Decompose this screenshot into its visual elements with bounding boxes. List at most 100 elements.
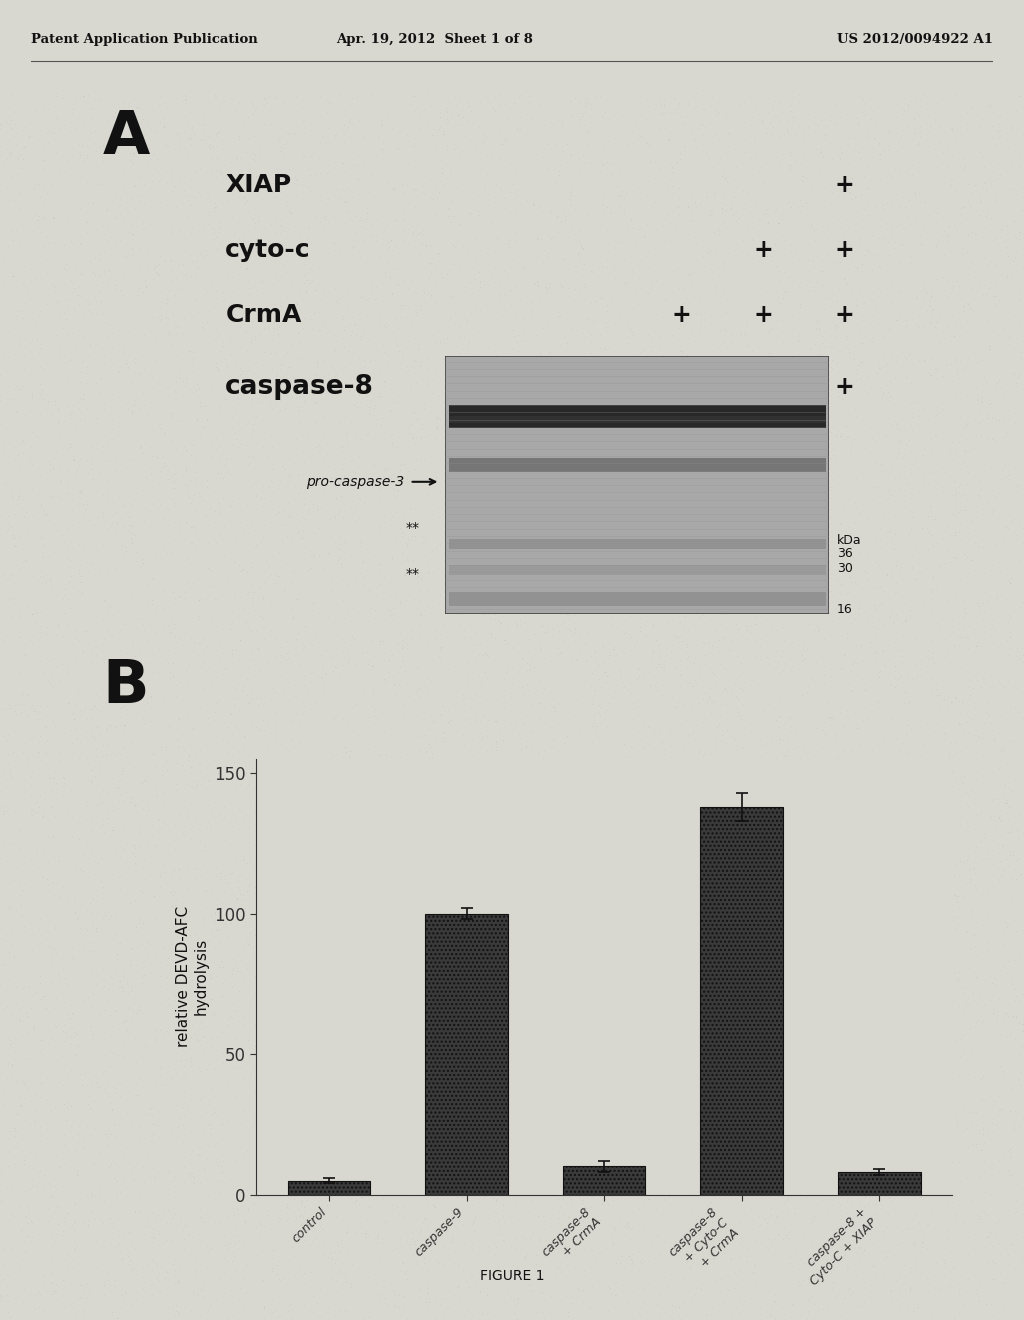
- Point: [462, 1263, 478, 1284]
- Point: [33, 1030, 49, 1051]
- Point: [547, 465, 563, 486]
- Point: [975, 177, 991, 198]
- Point: [984, 407, 1000, 428]
- Point: [943, 117, 959, 139]
- Point: [994, 1272, 1011, 1294]
- Point: [489, 847, 506, 869]
- Point: [293, 347, 309, 368]
- Point: [978, 933, 994, 954]
- Point: [752, 525, 768, 546]
- Point: [473, 909, 489, 931]
- Point: [686, 974, 702, 995]
- Point: [622, 968, 638, 989]
- Point: [579, 869, 595, 890]
- Point: [389, 635, 406, 656]
- Point: [243, 92, 259, 114]
- Point: [164, 932, 180, 953]
- Point: [612, 665, 629, 686]
- Point: [374, 351, 390, 372]
- Point: [928, 673, 944, 694]
- Point: [864, 1255, 881, 1276]
- Point: [980, 1119, 996, 1140]
- Point: [868, 690, 885, 711]
- Point: [228, 1049, 245, 1071]
- Point: [612, 186, 629, 207]
- Point: [435, 363, 452, 384]
- Point: [27, 257, 43, 279]
- Point: [768, 747, 784, 768]
- Point: [783, 503, 800, 524]
- Point: [374, 644, 390, 665]
- Point: [413, 855, 429, 876]
- Point: [669, 195, 685, 216]
- Point: [1, 96, 17, 117]
- Point: [195, 1123, 211, 1144]
- Point: [466, 525, 482, 546]
- Point: [866, 998, 883, 1019]
- Point: [772, 517, 788, 539]
- Point: [458, 313, 474, 334]
- Point: [351, 348, 368, 370]
- Point: [615, 463, 632, 484]
- Point: [687, 1170, 703, 1191]
- Point: [822, 279, 839, 300]
- Point: [375, 139, 391, 160]
- Point: [171, 672, 187, 693]
- Point: [666, 908, 682, 929]
- Point: [407, 351, 423, 372]
- Point: [730, 414, 746, 436]
- Point: [526, 623, 543, 644]
- Point: [854, 190, 870, 211]
- Point: [116, 816, 132, 837]
- Point: [787, 125, 804, 147]
- Point: [728, 1102, 744, 1123]
- Point: [232, 660, 249, 681]
- Point: [594, 381, 610, 403]
- Point: [758, 1251, 774, 1272]
- Point: [548, 1115, 564, 1137]
- Point: [373, 139, 389, 160]
- Point: [865, 816, 882, 837]
- Point: [1007, 1111, 1023, 1133]
- Point: [94, 648, 111, 669]
- Point: [651, 119, 668, 140]
- Point: [893, 516, 909, 537]
- Point: [278, 277, 294, 298]
- Point: [399, 232, 416, 253]
- Point: [908, 521, 925, 543]
- Point: [364, 805, 380, 826]
- Point: [264, 956, 281, 977]
- Point: [554, 115, 570, 136]
- Point: [656, 850, 673, 871]
- Point: [136, 1224, 153, 1245]
- Point: [155, 688, 171, 709]
- Point: [589, 345, 605, 366]
- Point: [918, 351, 934, 372]
- Point: [412, 923, 428, 944]
- Point: [612, 771, 629, 792]
- Point: [275, 145, 292, 166]
- Point: [288, 628, 304, 649]
- Point: [158, 1261, 174, 1282]
- Point: [252, 272, 268, 293]
- Point: [842, 1122, 858, 1143]
- Point: [762, 1199, 778, 1220]
- Point: [834, 663, 850, 684]
- Point: [88, 219, 104, 240]
- Text: +: +: [671, 304, 691, 327]
- Point: [570, 508, 587, 529]
- Point: [964, 279, 980, 300]
- Point: [111, 791, 127, 812]
- Point: [642, 341, 658, 362]
- Point: [8, 401, 25, 422]
- Point: [97, 607, 114, 628]
- Point: [191, 632, 208, 653]
- Point: [843, 1152, 859, 1173]
- Point: [303, 907, 319, 928]
- Point: [4, 524, 20, 545]
- Point: [558, 755, 574, 776]
- Point: [376, 314, 392, 335]
- Point: [258, 929, 274, 950]
- Point: [433, 648, 450, 669]
- Point: [754, 313, 770, 334]
